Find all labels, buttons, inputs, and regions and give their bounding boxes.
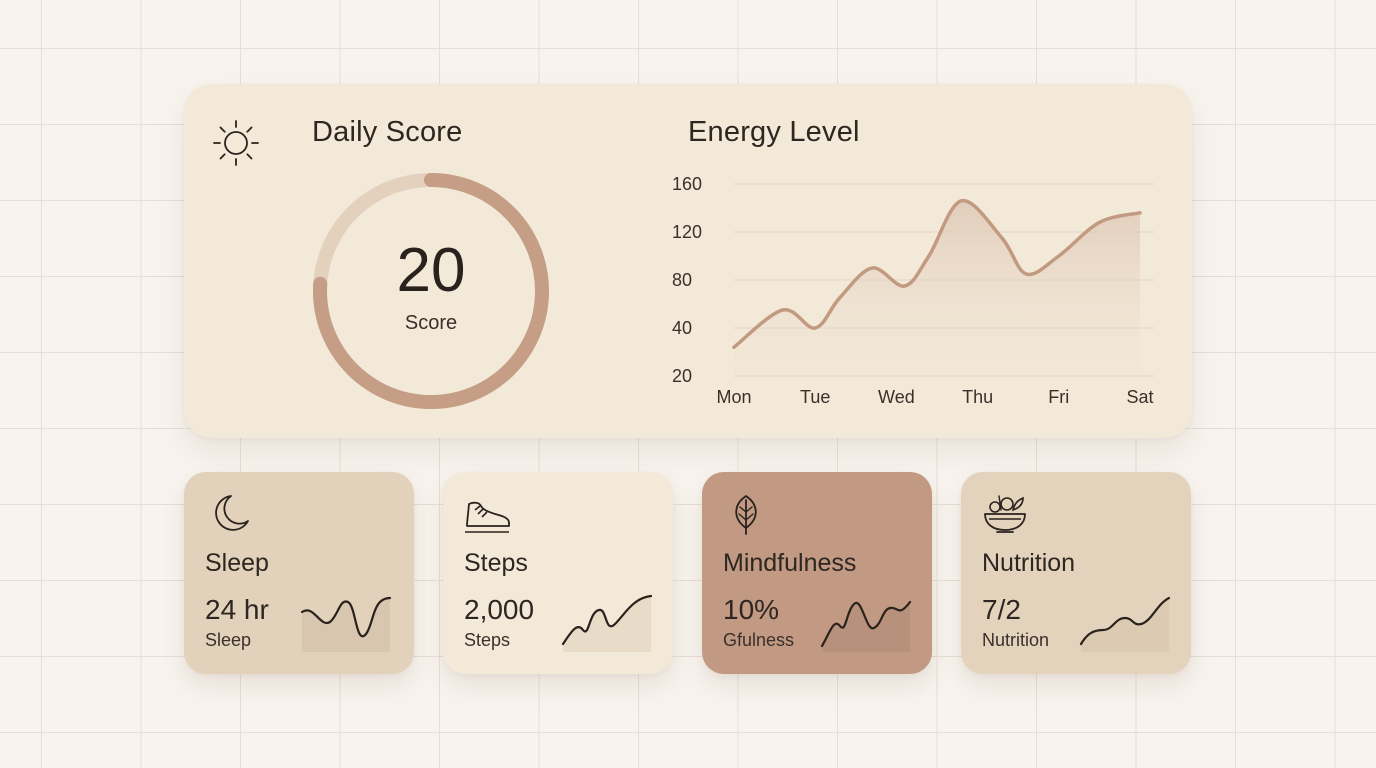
score-ring [313,173,549,409]
x-tick-label: Wed [878,387,915,407]
x-tick-label: Tue [800,387,830,407]
energy-line [732,199,1142,349]
nutrition-title: Nutrition [982,549,1076,577]
mindfulness-title: Mindfulness [723,549,857,577]
steps-title: Steps [464,549,528,577]
mindfulness-sparkline [820,600,912,652]
mindfulness-tile[interactable]: Mindfulness 10% Gfulness [702,472,932,674]
energy-chart: 20 40 80 120 160 Mon Tue Wed Thu Fri Sat [672,174,1154,407]
steps-sparkline [561,594,653,652]
x-tick-label: Sat [1126,387,1153,407]
overview-card: Daily Score 20 Score Energy Level 20 40 80… [184,84,1192,438]
steps-value: 2,000 [464,594,535,625]
daily-score-title: Daily Score [312,116,463,148]
score-ring-progress [313,173,549,409]
nutrition-subtitle: Nutrition [982,630,1050,650]
steps-subtitle: Steps [464,630,511,650]
bowl-icon [984,495,1026,533]
energy-area [734,200,1140,376]
y-tick-label: 40 [672,318,692,338]
score-value: 20 [396,236,466,305]
sleep-value: 24 hr [205,594,269,625]
mindfulness-subtitle: Gfulness [723,630,795,650]
shoe-icon [465,501,510,533]
y-tick-label: 20 [672,366,692,386]
nutrition-sparkline [1079,596,1171,652]
nutrition-value: 7/2 [982,594,1021,625]
moon-icon [215,495,249,531]
y-tick-label: 120 [672,222,702,242]
sleep-sparkline [300,596,392,652]
sleep-subtitle: Sleep [205,630,252,650]
mindfulness-value: 10% [723,594,780,625]
sleep-tile[interactable]: Sleep 24 hr Sleep [184,472,414,674]
score-label: Score [404,312,458,334]
nutrition-tile[interactable]: Nutrition 7/2 Nutrition [961,472,1191,674]
energy-level-title: Energy Level [688,116,860,148]
x-tick-label: Fri [1048,387,1069,407]
steps-tile[interactable]: Steps 2,000 Steps [443,472,673,674]
y-tick-label: 160 [672,174,702,194]
y-tick-label: 80 [672,270,692,290]
x-tick-label: Mon [716,387,751,407]
sun-icon [213,120,259,166]
leaf-icon [735,495,757,535]
x-tick-label: Thu [962,387,993,407]
sleep-title: Sleep [205,549,269,577]
